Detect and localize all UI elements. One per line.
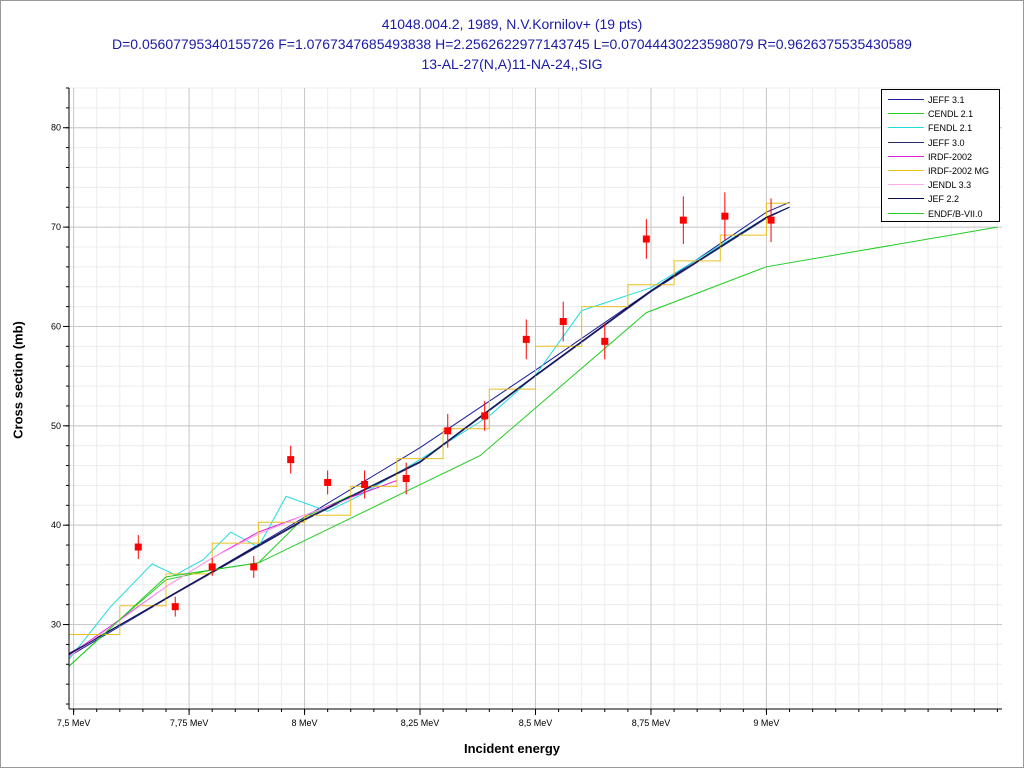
legend-label: JEFF 3.1 (928, 95, 965, 105)
legend-item: CENDL 2.1 (882, 107, 1000, 121)
legend-label: FENDL 2.1 (928, 123, 973, 134)
legend-label: JEF 2.2 (928, 194, 960, 205)
series-line-0 (68, 201, 790, 657)
series-line-8 (68, 226, 998, 667)
y-tick-label: 50 (51, 421, 61, 431)
chart-title: 41048.004.2, 1989, N.V.Kornilov+ (19 pts… (0, 14, 1024, 74)
legend-item: IRDF-2002 (882, 150, 1000, 164)
x-tick-label: 8,25 MeV (401, 718, 440, 728)
legend-item: ENDF/B-VII.0 (882, 207, 1000, 221)
series-line-1 (68, 494, 351, 667)
data-point (642, 235, 650, 243)
legend-label: ENDF/B-VII.0 (928, 208, 983, 219)
data-point (481, 412, 489, 420)
data-point (721, 212, 729, 220)
series-line-6 (68, 497, 351, 657)
y-tick-label: 80 (51, 123, 61, 133)
title-line-1: 41048.004.2, 1989, N.V.Kornilov+ (19 pts… (381, 16, 643, 32)
data-points-layer (134, 192, 775, 617)
data-point (444, 427, 452, 435)
y-tick-label: 60 (51, 321, 61, 331)
data-point (601, 337, 609, 345)
x-axis-label: Incident energy (463, 741, 561, 756)
x-tick-label: 9 MeV (753, 718, 779, 728)
data-point (171, 603, 179, 611)
data-point (679, 216, 687, 224)
series-layer (68, 201, 998, 667)
data-point (361, 480, 369, 488)
series-line-2 (68, 206, 790, 660)
y-axis-label: Cross section (mb) (10, 321, 26, 439)
legend-swatch (888, 141, 924, 143)
data-point (767, 216, 775, 224)
data-point (250, 563, 258, 571)
data-point (559, 317, 567, 325)
y-tick-label: 30 (51, 620, 61, 630)
legend-item: JEF 2.2 (882, 192, 1000, 206)
grid (69, 87, 1002, 709)
legend-swatch (888, 113, 924, 115)
legend-swatch (888, 198, 924, 200)
x-tick-label: 8 MeV (292, 718, 318, 728)
series-line-3 (68, 206, 790, 654)
data-point (522, 335, 530, 343)
title-line-2: D=0.05607795340155726 F=1.07673476854938… (112, 36, 912, 52)
data-point (134, 543, 142, 551)
legend-swatch (888, 184, 924, 186)
legend-swatch (888, 127, 924, 129)
y-tick-label: 40 (51, 520, 61, 530)
axes: 7,5 MeV 7,75 MeV 8 MeV 8,25 MeV 8,5 MeV 8,75 … (51, 87, 1002, 728)
legend-swatch (888, 155, 924, 157)
legend-swatch (888, 170, 924, 171)
legend: JEFF 3.1 CENDL 2.1 FENDL 2.1 JEFF 3.0 IRDF-2… (881, 89, 1000, 222)
legend-item: JENDL 3.3 (882, 178, 1000, 192)
legend-swatch (888, 99, 924, 100)
legend-label: IRDF-2002 (928, 151, 973, 162)
y-tick-label: 70 (51, 222, 61, 232)
x-tick-label: 7,75 MeV (170, 718, 209, 728)
legend-label: IRDF-2002 MG (928, 166, 990, 176)
data-point (208, 563, 216, 571)
legend-label: CENDL 2.1 (928, 109, 974, 120)
legend-swatch (888, 212, 924, 214)
legend-label: JEFF 3.0 (928, 137, 965, 148)
series-line-4 (68, 480, 398, 656)
data-point (324, 478, 332, 486)
data-point (287, 456, 295, 464)
x-tick-label: 7,5 MeV (57, 718, 91, 728)
series-line-7 (68, 206, 790, 655)
title-line-3: 13-AL-27(N,A)11-NA-24,,SIG (421, 56, 603, 72)
x-tick-label: 8,5 MeV (519, 718, 553, 728)
data-point (402, 474, 410, 482)
legend-item: JEFF 3.1 (882, 93, 1000, 107)
series-line-5 (69, 202, 790, 635)
legend-label: JENDL 3.3 (928, 180, 972, 191)
legend-item: FENDL 2.1 (882, 121, 1000, 135)
legend-item: IRDF-2002 MG (882, 164, 1000, 178)
legend-item: JEFF 3.0 (882, 136, 1000, 150)
x-tick-label: 8,75 MeV (632, 718, 671, 728)
